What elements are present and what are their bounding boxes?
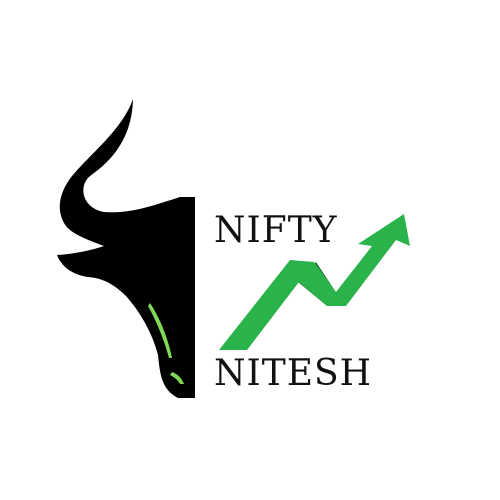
bull-accent-nostril	[170, 372, 184, 384]
brand-word-nitesh: NITESH	[214, 353, 373, 394]
bull-silhouette	[57, 99, 195, 398]
uptrend-arrow-icon	[219, 214, 410, 350]
brand-word-nifty: NIFTY	[214, 210, 338, 251]
arrow-light-body	[219, 214, 410, 350]
bull-accent-stroke	[148, 303, 172, 358]
bull-head-icon	[57, 99, 195, 398]
